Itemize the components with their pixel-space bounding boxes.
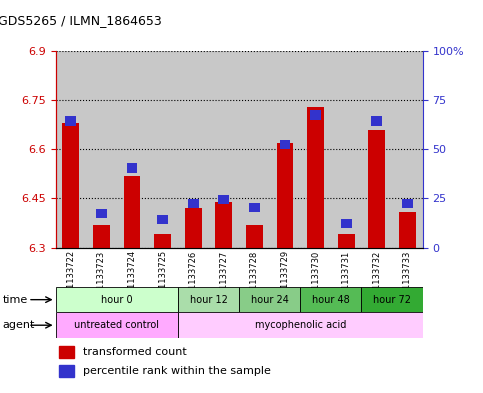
Bar (280, 140, 290, 149)
Bar (371, 116, 382, 126)
Bar (154, 235, 171, 248)
Bar (93, 225, 110, 248)
Bar (157, 215, 168, 224)
Bar (361, 51, 392, 248)
Bar (399, 211, 416, 248)
Bar (117, 51, 147, 248)
Bar (218, 195, 229, 204)
Bar (331, 51, 361, 248)
Bar (361, 287, 423, 312)
Text: time: time (2, 295, 28, 305)
Bar (56, 312, 178, 338)
Bar (127, 163, 138, 173)
Bar (402, 199, 413, 208)
Text: GDS5265 / ILMN_1864653: GDS5265 / ILMN_1864653 (0, 15, 162, 28)
Bar (239, 51, 270, 248)
Bar (188, 199, 199, 208)
Bar (86, 51, 117, 248)
Bar (124, 176, 141, 248)
Text: untreated control: untreated control (74, 320, 159, 330)
Bar (341, 219, 352, 228)
Text: percentile rank within the sample: percentile rank within the sample (83, 366, 271, 376)
Bar (178, 51, 209, 248)
Text: transformed count: transformed count (83, 347, 187, 357)
Bar (338, 235, 355, 248)
Bar (96, 209, 107, 218)
Bar (178, 312, 423, 338)
Text: hour 12: hour 12 (189, 295, 227, 305)
Bar (249, 203, 260, 212)
Bar (59, 365, 74, 377)
Bar (300, 51, 331, 248)
Bar (300, 287, 361, 312)
Bar (215, 202, 232, 248)
Bar (178, 287, 239, 312)
Bar (59, 346, 74, 358)
Bar (307, 107, 324, 248)
Text: hour 48: hour 48 (312, 295, 350, 305)
Bar (277, 143, 293, 248)
Text: mycophenolic acid: mycophenolic acid (255, 320, 346, 330)
Bar (185, 208, 201, 248)
Bar (392, 51, 423, 248)
Bar (56, 287, 178, 312)
Text: hour 0: hour 0 (101, 295, 132, 305)
Bar (270, 51, 300, 248)
Text: hour 72: hour 72 (373, 295, 411, 305)
Bar (56, 51, 86, 248)
Bar (239, 287, 300, 312)
Text: hour 24: hour 24 (251, 295, 289, 305)
Bar (310, 110, 321, 120)
Bar (369, 130, 385, 248)
Bar (246, 225, 263, 248)
Bar (65, 116, 76, 126)
Text: agent: agent (2, 320, 35, 330)
Bar (209, 51, 239, 248)
Bar (147, 51, 178, 248)
Bar (62, 123, 79, 248)
